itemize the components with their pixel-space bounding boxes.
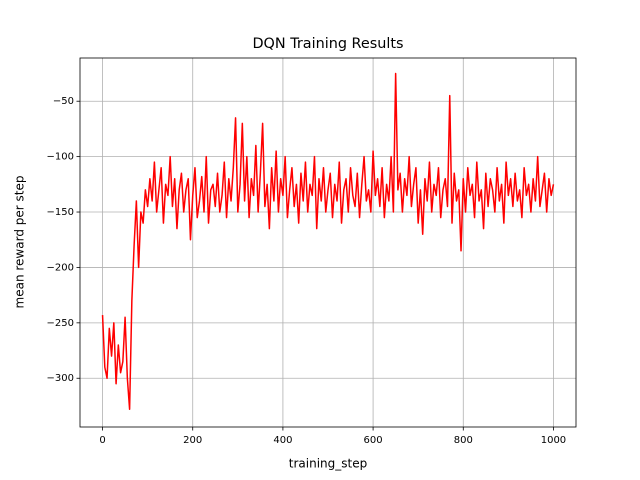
x-tick-label: 200	[183, 435, 202, 446]
y-tick-label: −50	[53, 96, 74, 107]
y-tick-label: −150	[47, 207, 74, 218]
x-tick-label: 0	[99, 435, 105, 446]
data-line	[101, 72, 555, 411]
y-tick-label: −100	[47, 152, 74, 163]
y-tick-label: −200	[47, 262, 74, 273]
y-axis-label: mean reward per step	[13, 176, 27, 309]
x-tick-label: 1000	[541, 435, 566, 446]
y-tick-label: −250	[47, 318, 74, 329]
plot-frame	[79, 57, 577, 428]
x-tick-label: 400	[273, 435, 292, 446]
x-tick-label: 800	[454, 435, 473, 446]
y-tick-label: −300	[47, 373, 74, 384]
chart-title: DQN Training Results	[252, 36, 403, 52]
x-axis-label: training_step	[289, 457, 367, 471]
x-tick-label: 600	[364, 435, 383, 446]
